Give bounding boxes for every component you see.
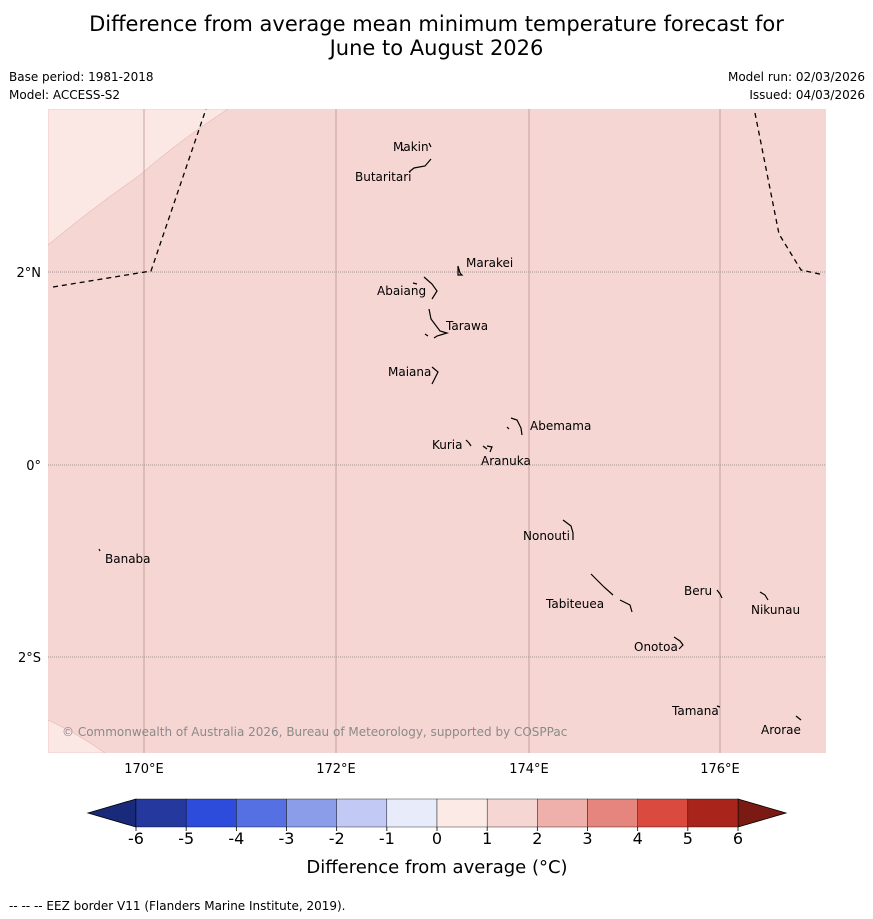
footer-note: -- -- -- EEZ border V11 (Flanders Marine… — [9, 899, 346, 913]
lon-label-172e: 172°E — [316, 762, 356, 777]
label-kuria: Kuria — [432, 438, 463, 452]
island-marakei — [457, 265, 464, 276]
place-labels: Makin Butaritari Marakei Abaiang Tarawa … — [105, 140, 801, 737]
colorbar-tick-label: -1 — [379, 829, 395, 848]
island-beru — [716, 589, 723, 599]
colorbar-over-arrow — [737, 798, 788, 828]
label-makin: Makin — [393, 140, 429, 154]
island-aranuka — [482, 445, 493, 453]
map-title: Difference from average mean minimum tem… — [0, 12, 873, 60]
island-tarawa — [424, 308, 450, 339]
colorbar-tick-label: -2 — [329, 829, 345, 848]
colorbar-tick-label: 5 — [683, 829, 693, 848]
label-abaiang: Abaiang — [377, 284, 426, 298]
colorbar-tick-label: -6 — [128, 829, 144, 848]
label-tamana: Tamana — [671, 704, 719, 718]
colorbar-segment — [286, 798, 337, 828]
lat-label-2s: 2°S — [18, 651, 41, 666]
lon-label-170e: 170°E — [124, 762, 164, 777]
island-tamana — [716, 705, 721, 708]
colorbar-segment — [436, 798, 488, 828]
title-line-1: Difference from average mean minimum tem… — [89, 12, 784, 36]
colorbar-tick-label: 1 — [482, 829, 492, 848]
label-abemama: Abemama — [530, 419, 591, 433]
lat-label-2n: 2°N — [17, 266, 42, 281]
map-area: Makin Butaritari Marakei Abaiang Tarawa … — [48, 109, 826, 753]
island-abaiang — [412, 276, 438, 300]
issued-date: Issued: 04/03/2026 — [749, 88, 865, 102]
colorbar-tick-label: 6 — [733, 829, 743, 848]
colorbar-segment — [386, 798, 438, 828]
lon-label-176e: 176°E — [700, 762, 740, 777]
title-line-2: June to August 2026 — [329, 36, 544, 60]
island-abemama — [506, 417, 523, 436]
colorbar-segment — [486, 798, 538, 828]
island-nikunau — [759, 591, 769, 601]
label-marakei: Marakei — [466, 256, 513, 270]
colorbar-tick-label: -5 — [178, 829, 194, 848]
island-tabiteuea — [590, 573, 633, 613]
island-banaba — [98, 548, 101, 552]
colorbar-tick-label: 3 — [582, 829, 592, 848]
colorbar-segment — [185, 798, 237, 828]
lat-label-0: 0° — [26, 459, 41, 474]
label-aranuka: Aranuka — [481, 454, 531, 468]
label-arorae: Arorae — [761, 723, 801, 737]
anomaly-region-1-2 — [48, 109, 826, 753]
eez-borders — [52, 109, 825, 288]
island-butaritari — [408, 158, 432, 173]
label-banaba: Banaba — [105, 552, 151, 566]
colorbar-under-arrow — [86, 798, 137, 828]
label-onotoa: Onotoa — [634, 640, 678, 654]
colorbar-segment — [637, 798, 689, 828]
meta-right: Model run: 02/03/2026 Issued: 04/03/2026 — [728, 68, 865, 104]
colorbar-tick-label: -3 — [279, 829, 295, 848]
meta-left: Base period: 1981-2018 Model: ACCESS-S2 — [9, 68, 154, 104]
colorbar-tick-label: 4 — [633, 829, 643, 848]
latitude-labels: 2°N 0° 2°S — [17, 266, 42, 666]
anomaly-region-0-1-bottom — [48, 719, 106, 753]
longitude-labels: 170°E 172°E 174°E 176°E — [124, 762, 740, 777]
label-butaritari: Butaritari — [355, 170, 412, 184]
label-beru: Beru — [684, 584, 712, 598]
colorbar-segment — [135, 798, 187, 828]
island-maiana — [431, 366, 439, 385]
label-nonouti: Nonouti — [523, 529, 570, 543]
latitude-gridlines — [48, 271, 826, 658]
island-nonouti — [562, 519, 574, 540]
longitude-gridlines — [143, 109, 721, 753]
colorbar: -6 -5 -4 -3 -2 -1 0 1 2 3 4 5 6 — [86, 798, 788, 848]
colorbar-tick-label: 2 — [532, 829, 542, 848]
colorbar-label: Difference from average (°C) — [306, 857, 567, 878]
copyright-notice: © Commonwealth of Australia 2026, Bureau… — [62, 725, 567, 739]
model-run: Model run: 02/03/2026 — [727, 70, 865, 84]
colorbar-segment — [687, 798, 739, 828]
label-tarawa: Tarawa — [445, 319, 488, 333]
base-period: Base period: 1981-2018 — [9, 70, 154, 84]
colorbar-tick-label: 0 — [432, 829, 442, 848]
island-makin — [401, 142, 432, 152]
colorbar-segment — [336, 798, 388, 828]
label-maiana: Maiana — [388, 365, 431, 379]
colorbar-tick-label: -4 — [228, 829, 244, 848]
island-onotoa — [673, 636, 684, 650]
island-outlines — [98, 142, 802, 721]
model-name: Model: ACCESS-S2 — [9, 88, 121, 102]
colorbar-segment — [236, 798, 287, 828]
lon-label-174e: 174°E — [509, 762, 549, 777]
island-kuria — [465, 439, 472, 447]
island-arorae — [795, 715, 802, 721]
colorbar-segment — [587, 798, 638, 828]
label-tabiteuea: Tabiteuea — [545, 597, 604, 611]
label-nikunau: Nikunau — [751, 603, 800, 617]
anomaly-region-0-1-top — [48, 109, 229, 246]
colorbar-segment — [537, 798, 588, 828]
